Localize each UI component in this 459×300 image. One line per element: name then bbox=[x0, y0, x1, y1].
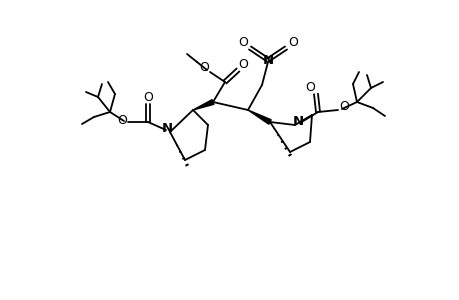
Text: N: N bbox=[262, 53, 273, 67]
Polygon shape bbox=[247, 110, 271, 124]
Text: O: O bbox=[117, 113, 127, 127]
Text: O: O bbox=[238, 58, 247, 70]
Text: O: O bbox=[287, 35, 297, 49]
Text: O: O bbox=[238, 35, 247, 49]
Text: O: O bbox=[143, 91, 152, 103]
Polygon shape bbox=[193, 100, 213, 110]
Text: O: O bbox=[338, 100, 348, 112]
Text: O: O bbox=[199, 61, 208, 74]
Text: N: N bbox=[161, 122, 172, 134]
Text: O: O bbox=[304, 80, 314, 94]
Text: N: N bbox=[292, 115, 303, 128]
